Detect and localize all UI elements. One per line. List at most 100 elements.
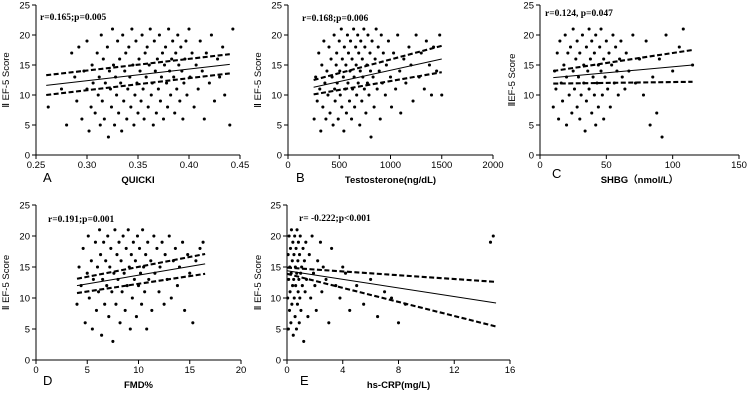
data-point <box>373 57 377 61</box>
data-point <box>136 111 140 115</box>
data-point <box>148 27 152 31</box>
data-point <box>146 240 150 244</box>
data-point <box>587 27 591 31</box>
data-point <box>133 93 137 97</box>
data-point <box>321 105 325 109</box>
data-point <box>339 27 343 31</box>
data-point <box>329 57 333 61</box>
data-point <box>102 117 106 121</box>
data-point <box>59 87 64 91</box>
data-point <box>83 321 87 325</box>
data-point <box>144 75 148 79</box>
data-point <box>319 129 323 133</box>
data-point <box>118 57 122 61</box>
data-point <box>491 234 495 238</box>
data-point <box>571 69 575 73</box>
data-point <box>655 111 659 115</box>
correlation-annotation: r=0.191;p=0.001 <box>48 215 114 225</box>
data-point <box>162 63 167 67</box>
data-point <box>398 69 402 73</box>
data-point <box>664 33 668 37</box>
data-point <box>152 234 156 238</box>
data-point <box>154 111 158 115</box>
data-point <box>331 123 335 127</box>
data-point <box>383 93 387 97</box>
data-point <box>344 63 348 67</box>
data-point <box>93 111 97 115</box>
data-point <box>337 39 341 43</box>
data-point <box>126 228 130 232</box>
data-point <box>592 51 596 55</box>
data-point <box>407 45 411 49</box>
data-point <box>566 51 570 55</box>
data-point <box>287 234 291 238</box>
x-tick-label: 4 <box>340 365 345 376</box>
data-point <box>286 253 290 257</box>
data-point <box>141 87 145 91</box>
data-point <box>128 327 132 331</box>
y-axis-label: ⅡEF-5 Score <box>507 54 518 107</box>
data-point <box>137 57 141 61</box>
data-point <box>325 69 329 73</box>
data-point <box>80 117 84 121</box>
data-point <box>77 265 81 269</box>
data-point <box>314 75 318 79</box>
data-point <box>355 284 359 288</box>
data-point <box>81 246 85 250</box>
data-point <box>96 93 100 97</box>
data-point <box>126 87 130 91</box>
y-tick-label: 15 <box>19 263 30 274</box>
data-point <box>350 57 354 61</box>
data-point <box>342 129 346 133</box>
y-tick-label: 10 <box>19 294 30 305</box>
data-point <box>173 246 177 250</box>
y-axis-label: Ⅱ EF-5 Score <box>253 52 264 107</box>
data-point <box>571 27 575 31</box>
x-tick-label: 0.40 <box>180 160 199 171</box>
x-tick-label: 0 <box>33 365 38 376</box>
data-point <box>171 39 175 43</box>
data-point <box>347 99 352 103</box>
data-point <box>575 105 579 109</box>
data-point <box>105 45 109 49</box>
panel-d: 0 5 10 15 20 0 5 10 15 20 25 r=0.191;p=0.001 FMD% Ⅱ E… <box>1 201 246 392</box>
data-point <box>106 234 110 238</box>
data-point <box>292 253 296 257</box>
data-point <box>106 135 110 139</box>
data-point <box>177 63 181 67</box>
data-point <box>587 87 591 91</box>
data-point <box>348 39 353 43</box>
data-point <box>338 69 342 73</box>
ci-lower-line <box>286 272 497 328</box>
data-point <box>91 81 95 85</box>
data-point <box>77 45 81 49</box>
data-point <box>555 51 559 55</box>
data-point <box>100 99 104 103</box>
data-point <box>594 123 598 127</box>
data-point <box>291 240 295 244</box>
data-point <box>599 69 603 73</box>
data-point <box>584 45 588 49</box>
data-point <box>287 308 292 312</box>
data-point <box>611 33 615 37</box>
data-point <box>590 39 594 43</box>
data-point <box>438 33 442 37</box>
data-point <box>201 240 205 244</box>
x-axis-label: QUICKI <box>121 175 154 186</box>
data-point <box>595 81 599 85</box>
data-point <box>147 277 151 281</box>
data-point <box>334 63 338 67</box>
data-point <box>313 284 317 288</box>
data-point <box>567 93 571 97</box>
data-point <box>578 51 582 55</box>
data-point <box>300 284 304 288</box>
data-point <box>174 51 178 55</box>
data-point <box>596 105 600 109</box>
data-point <box>101 277 105 281</box>
data-point <box>95 51 99 55</box>
data-point <box>314 308 318 312</box>
data-point <box>354 45 358 49</box>
data-point <box>162 302 166 306</box>
data-point <box>303 290 307 294</box>
